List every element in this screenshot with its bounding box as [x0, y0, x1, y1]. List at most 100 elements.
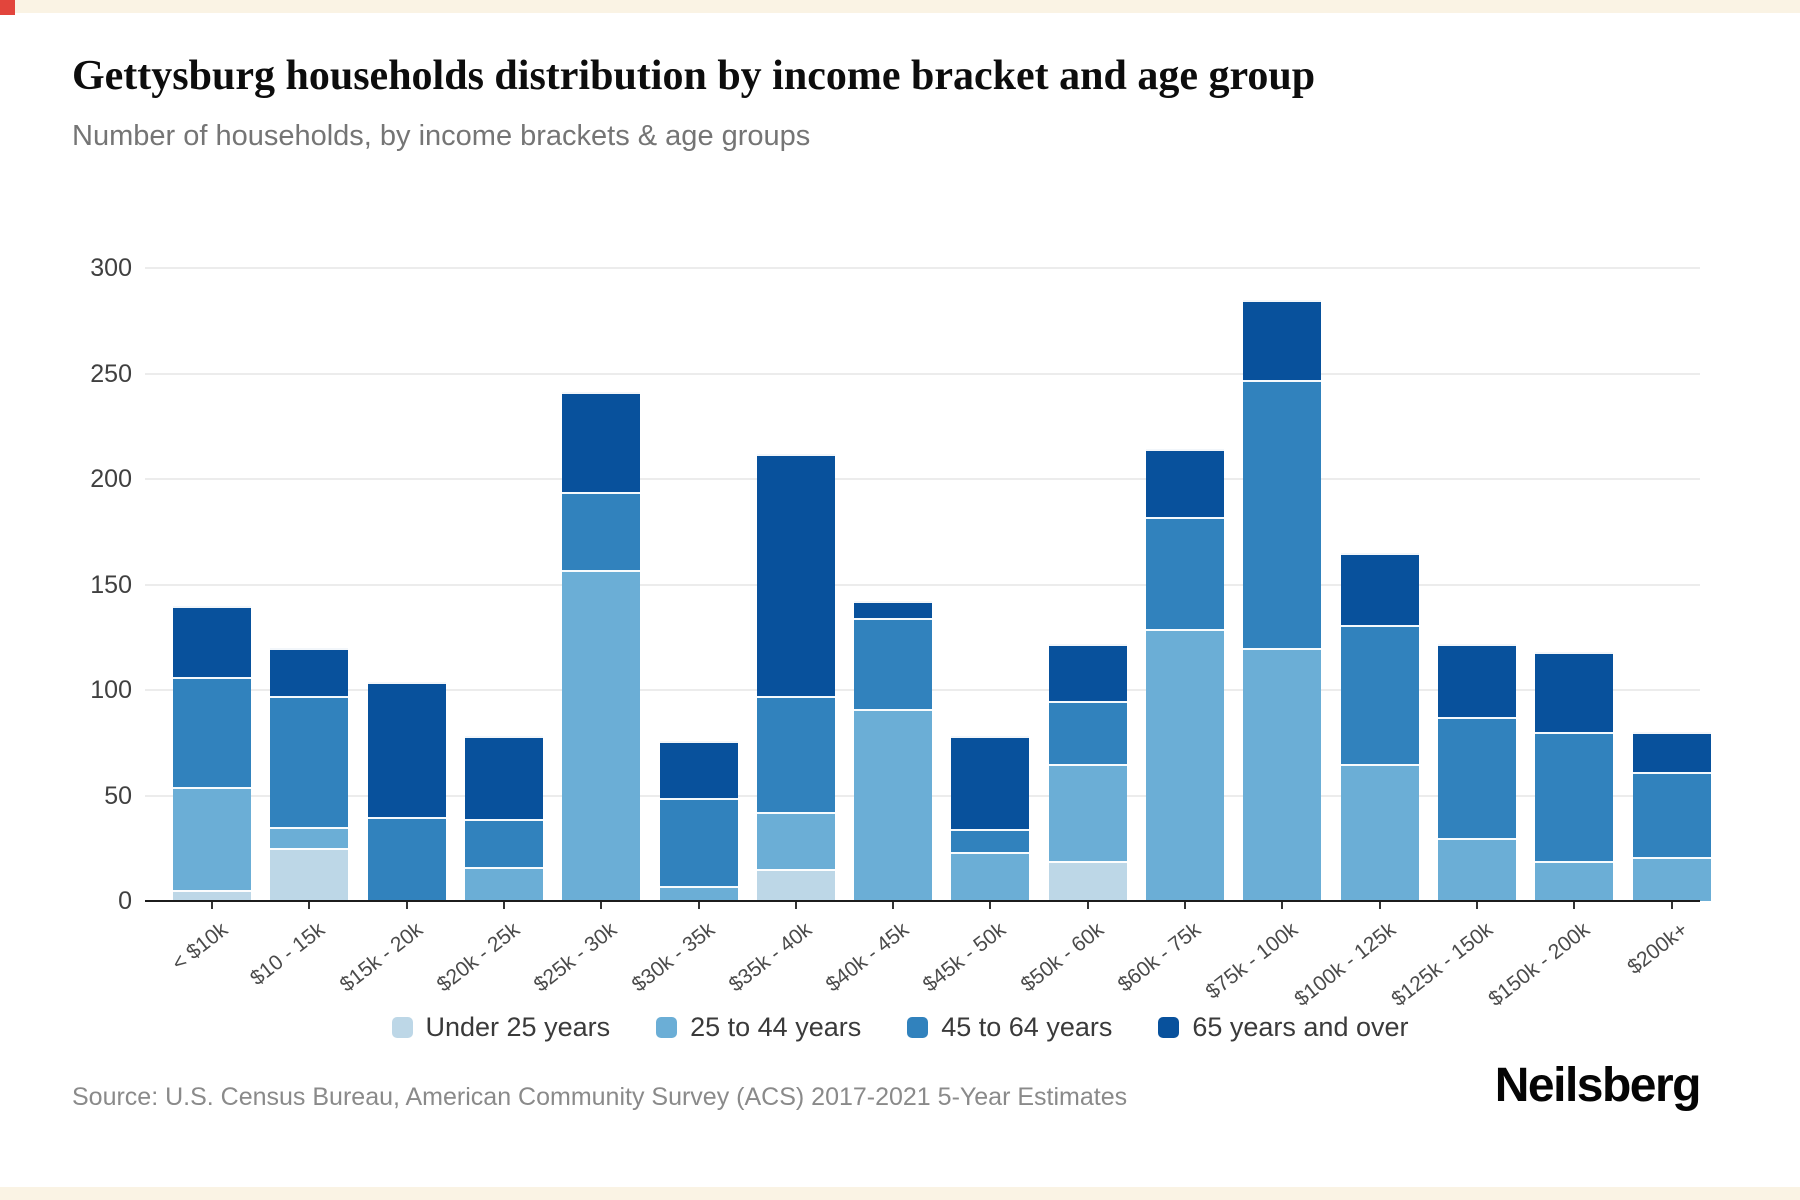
bar-segment[interactable] — [173, 890, 251, 901]
bar-segment[interactable] — [659, 797, 738, 887]
legend: Under 25 years 25 to 44 years 45 to 64 yea… — [0, 1012, 1800, 1043]
bar-segment[interactable] — [1048, 643, 1127, 701]
bar-segment[interactable] — [1340, 552, 1419, 625]
gridline-y-150 — [145, 583, 1700, 586]
bar-segment[interactable] — [951, 852, 1030, 901]
bar-segment[interactable] — [1243, 379, 1322, 648]
page-subtitle: Number of households, by income brackets… — [72, 120, 811, 152]
y-axis-tick-label: 300 — [90, 254, 132, 282]
x-axis-tick — [794, 901, 797, 909]
x-axis-tick — [1475, 901, 1478, 909]
x-axis-tick — [502, 901, 505, 909]
bar-segment[interactable] — [854, 618, 933, 709]
x-axis-tick — [1281, 901, 1284, 909]
bar-segment[interactable] — [270, 696, 349, 828]
x-axis-tick — [1670, 901, 1673, 909]
bar-segment[interactable] — [1146, 449, 1224, 517]
bar-segment[interactable] — [951, 829, 1030, 853]
bar-segment[interactable] — [270, 647, 349, 697]
bar-segment[interactable] — [1243, 647, 1322, 901]
bar-segment[interactable] — [173, 605, 251, 678]
legend-swatch-icon — [391, 1017, 413, 1038]
legend-item[interactable]: 45 to 64 years — [907, 1012, 1112, 1043]
bar-segment[interactable] — [1632, 772, 1711, 857]
y-axis-tick-label: 50 — [104, 781, 132, 810]
page-title: Gettysburg households distribution by in… — [72, 53, 1316, 99]
bar-segment[interactable] — [173, 787, 251, 891]
bar-segment[interactable] — [562, 392, 641, 492]
bar-segment[interactable] — [1632, 732, 1711, 773]
bar-segment[interactable] — [854, 708, 933, 901]
bar-segment[interactable] — [270, 827, 349, 849]
bar-segment[interactable] — [951, 736, 1030, 830]
x-axis-tick — [600, 901, 603, 909]
gridline-y-250 — [145, 372, 1700, 375]
x-axis-tick — [697, 901, 700, 909]
x-axis-tick — [989, 901, 992, 909]
x-axis-line — [145, 900, 1700, 902]
bar-segment[interactable] — [173, 677, 251, 788]
corner-accent-mark — [0, 0, 15, 15]
bar-segment[interactable] — [270, 848, 349, 901]
bar-segment[interactable] — [464, 818, 543, 868]
bar-segment[interactable] — [854, 601, 933, 619]
x-axis-tick — [405, 901, 408, 909]
bar-segment[interactable] — [1048, 860, 1127, 901]
bar-segment[interactable] — [756, 696, 835, 813]
bar-segment[interactable] — [367, 681, 446, 817]
x-axis-tick — [1184, 901, 1186, 909]
legend-label: Under 25 years — [425, 1012, 611, 1042]
y-axis-tick-label: 0 — [118, 887, 132, 915]
bar-segment[interactable] — [562, 491, 641, 570]
bar-segment[interactable] — [1535, 860, 1614, 901]
y-axis-tick-label: 200 — [90, 465, 132, 493]
bar-segment[interactable] — [1632, 856, 1711, 901]
legend-item[interactable]: 25 to 44 years — [656, 1012, 861, 1043]
bar-segment[interactable] — [1243, 299, 1322, 380]
bar-segment[interactable] — [1437, 717, 1516, 838]
x-axis-tick — [308, 901, 311, 909]
bar-segment[interactable] — [659, 740, 738, 798]
bar-segment[interactable] — [1146, 516, 1224, 629]
bar-segment[interactable] — [1437, 643, 1516, 718]
legend-swatch-icon — [656, 1017, 678, 1038]
bar-segment[interactable] — [1437, 837, 1516, 901]
bar-segment[interactable] — [1340, 624, 1419, 764]
legend-label: 45 to 64 years — [941, 1012, 1113, 1042]
top-edge-strip — [0, 0, 1800, 13]
brand-logo: Neilsberg — [1494, 1059, 1702, 1112]
y-axis-tick-label: 250 — [90, 359, 132, 388]
x-axis-tick — [1378, 901, 1381, 909]
bar-segment[interactable] — [659, 886, 738, 901]
legend-item[interactable]: Under 25 years — [391, 1012, 611, 1043]
source-note: Source: U.S. Census Bureau, American Com… — [72, 1083, 1128, 1111]
x-axis-tick — [1573, 901, 1576, 909]
y-axis-tick-label: 100 — [90, 676, 132, 704]
legend-swatch-icon — [1158, 1017, 1180, 1038]
legend-label: 25 to 44 years — [690, 1012, 862, 1042]
x-axis-tick — [211, 901, 213, 909]
bar-segment[interactable] — [1048, 763, 1127, 861]
bar-segment[interactable] — [756, 453, 835, 697]
bar-segment[interactable] — [464, 867, 543, 901]
bar-segment[interactable] — [1146, 628, 1224, 901]
x-axis-tick — [892, 901, 895, 909]
bar-segment[interactable] — [756, 812, 835, 870]
bar-segment[interactable] — [1048, 700, 1127, 764]
x-axis-tick — [1086, 901, 1089, 909]
bar-segment[interactable] — [1535, 732, 1614, 861]
bar-segment[interactable] — [1340, 763, 1419, 901]
gridline-y-200 — [145, 478, 1700, 480]
bar-segment[interactable] — [367, 816, 446, 901]
legend-label: 65 years and over — [1192, 1012, 1409, 1042]
bottom-edge-strip — [0, 1187, 1800, 1200]
y-axis-tick-label: 150 — [90, 570, 132, 599]
bar-segment[interactable] — [1535, 652, 1614, 733]
bar-segment[interactable] — [562, 569, 641, 901]
bar-segment[interactable] — [756, 869, 835, 901]
bar-segment[interactable] — [464, 736, 543, 819]
gridline-y-300 — [145, 267, 1700, 269]
legend-item[interactable]: 65 years and over — [1158, 1012, 1409, 1043]
legend-swatch-icon — [907, 1017, 929, 1038]
